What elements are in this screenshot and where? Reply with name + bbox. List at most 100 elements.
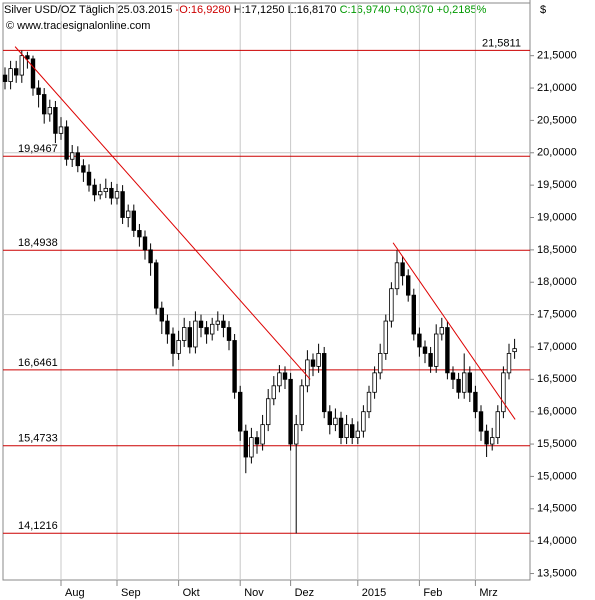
open-value: -O:16,9280 — [176, 4, 231, 16]
y-tick-label: 20,5000 — [537, 114, 577, 126]
candle-body — [198, 320, 204, 328]
candle-body — [176, 340, 181, 354]
source: © www.tradesignalonline.com — [6, 20, 150, 32]
candle-body — [344, 424, 349, 438]
level-label: 14,1216 — [18, 520, 58, 532]
candle-body — [265, 398, 271, 426]
trendline — [392, 242, 516, 420]
x-tick-label: Aug — [65, 587, 85, 599]
candle-body — [237, 391, 243, 432]
candle-body — [153, 262, 159, 309]
candle-body — [260, 424, 265, 445]
y-tick-label: 15,0000 — [537, 470, 577, 482]
y-tick-label: 19,0000 — [537, 211, 577, 223]
y-tick-label: 21,5000 — [537, 50, 577, 62]
candle-body — [389, 288, 394, 322]
level-label: 15,4733 — [18, 433, 58, 445]
y-tick-label: 14,5000 — [537, 503, 577, 515]
trendline — [14, 46, 311, 380]
candle-body — [187, 327, 192, 348]
candle-body — [58, 126, 64, 134]
change-pct: +0,2185% — [437, 4, 487, 16]
x-tick-label: Dez — [295, 587, 315, 599]
candle-body — [209, 323, 215, 335]
candle-body — [377, 353, 383, 374]
candle-body — [165, 320, 170, 335]
y-tick-label: 16,5000 — [537, 373, 577, 385]
candle-body — [126, 210, 131, 218]
y-unit: $ — [540, 4, 546, 16]
date: 25.03.2015 — [118, 4, 173, 16]
y-tick-label: 15,5000 — [537, 438, 577, 450]
candle-body — [70, 152, 75, 160]
candle-body — [25, 55, 30, 60]
x-tick-label: Sep — [121, 587, 141, 599]
candle-body — [181, 327, 187, 341]
candle-body — [271, 385, 276, 400]
candle-body — [405, 275, 411, 296]
candle-body — [428, 353, 433, 367]
candle-body — [349, 424, 355, 438]
candle-body — [383, 320, 388, 354]
candle-body — [19, 55, 24, 76]
candle-body — [305, 359, 310, 387]
candle-body — [316, 353, 321, 367]
candle-body — [439, 327, 444, 335]
candle-body — [473, 391, 478, 413]
x-tick-label: Mrz — [479, 587, 497, 599]
candle-body — [338, 417, 344, 438]
candle-body — [506, 353, 512, 374]
candle-body — [478, 411, 484, 432]
candle-body — [321, 353, 327, 413]
candle-body — [366, 391, 372, 413]
candle-body — [64, 126, 69, 160]
symbol: Silver USD/OZ Täglich — [4, 4, 114, 16]
candle-body — [193, 320, 198, 348]
candle-body — [109, 187, 114, 199]
candle-body — [131, 210, 136, 231]
level-label: 21,5811 — [482, 37, 521, 49]
candle-body — [400, 262, 405, 277]
candle-body — [53, 107, 58, 134]
candle-body — [277, 372, 282, 387]
candle-body — [333, 417, 338, 426]
candle-body — [254, 437, 260, 445]
x-tick-label: Feb — [423, 587, 442, 599]
candle-body — [221, 320, 226, 328]
candle-body — [512, 348, 517, 353]
y-tick-label: 20,0000 — [537, 147, 577, 159]
candle-body — [372, 372, 377, 393]
candle-body — [445, 327, 450, 374]
candle-body — [98, 191, 103, 196]
y-tick-label: 13,5000 — [537, 567, 577, 579]
candle-body — [288, 378, 293, 445]
candle-body — [81, 165, 86, 173]
change: +0,0370 — [393, 4, 433, 16]
candle-body — [394, 262, 400, 290]
y-tick-label: 21,0000 — [537, 82, 577, 94]
chart-header: Silver USD/OZ Täglich 25.03.2015 -O:16,9… — [4, 4, 487, 16]
candle-body — [13, 68, 19, 76]
candle-body — [42, 94, 47, 115]
candle-body — [501, 372, 506, 413]
y-tick-label: 14,0000 — [537, 535, 577, 547]
candle-body — [484, 430, 489, 445]
candle-body — [461, 372, 467, 393]
candle-body — [159, 307, 164, 322]
y-tick-label: 17,5000 — [537, 309, 577, 321]
candle-body — [489, 437, 495, 445]
candle-body — [249, 437, 254, 458]
x-tick-label: Okt — [183, 587, 200, 599]
candle-body — [75, 152, 80, 167]
candle-body — [142, 236, 148, 251]
candle-body — [114, 191, 120, 199]
candle-body — [417, 333, 422, 348]
candle-body — [204, 327, 209, 335]
x-tick-label: Nov — [244, 587, 264, 599]
high-value: H:17,1250 — [234, 4, 285, 16]
candle-body — [215, 320, 220, 325]
candle-body — [467, 372, 472, 393]
candle-body — [232, 340, 237, 393]
candle-body — [327, 411, 332, 426]
